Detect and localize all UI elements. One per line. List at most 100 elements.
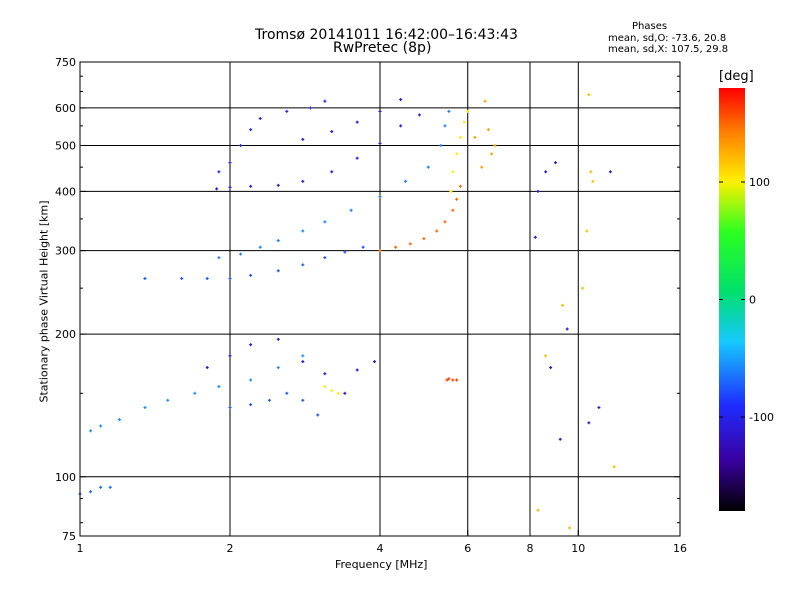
data-point bbox=[215, 187, 219, 191]
stats-o: mean, sd,O: -73.6, 20.8 bbox=[608, 33, 727, 44]
data-point bbox=[567, 526, 571, 530]
y-tick-label: 100 bbox=[55, 471, 76, 484]
data-point bbox=[267, 398, 271, 402]
data-point bbox=[466, 109, 470, 113]
data-point bbox=[258, 245, 262, 249]
data-point bbox=[349, 208, 353, 212]
data-point bbox=[330, 170, 334, 174]
data-point bbox=[301, 137, 305, 141]
data-point bbox=[458, 135, 462, 139]
data-point bbox=[493, 143, 497, 147]
data-point bbox=[486, 128, 490, 132]
data-point bbox=[473, 135, 477, 139]
data-point bbox=[426, 165, 430, 169]
grid-layer bbox=[80, 62, 680, 536]
data-point bbox=[330, 389, 334, 393]
chart-title: Tromsø 20141011 16:42:00–16:43:43 bbox=[255, 27, 518, 43]
data-point bbox=[108, 485, 112, 489]
data-point bbox=[228, 161, 232, 165]
data-point bbox=[447, 109, 451, 113]
data-point bbox=[228, 354, 232, 358]
data-point bbox=[228, 406, 232, 410]
data-point bbox=[343, 391, 347, 395]
data-point bbox=[422, 237, 426, 241]
colorbar-label: [deg] bbox=[719, 69, 754, 84]
data-point bbox=[581, 286, 585, 290]
data-point bbox=[323, 372, 327, 376]
data-point bbox=[585, 229, 589, 233]
data-point bbox=[239, 252, 243, 256]
colorbar-tick-label: 100 bbox=[749, 176, 770, 189]
data-point bbox=[378, 109, 382, 113]
y-tick-label: 500 bbox=[55, 139, 76, 152]
data-point bbox=[193, 391, 197, 395]
data-point bbox=[553, 161, 557, 165]
data-point bbox=[99, 424, 103, 428]
data-point bbox=[399, 124, 403, 128]
x-tick-label: 4 bbox=[377, 542, 384, 555]
data-point bbox=[455, 152, 459, 156]
data-point bbox=[316, 413, 320, 417]
data-point bbox=[443, 220, 447, 224]
data-point bbox=[301, 354, 305, 358]
colorbar-tick-label: -100 bbox=[749, 411, 774, 424]
x-axis-label: Frequency [MHz] bbox=[335, 558, 428, 571]
y-tick-label: 200 bbox=[55, 328, 76, 341]
data-point bbox=[408, 242, 412, 246]
y-tick-label: 400 bbox=[55, 185, 76, 198]
x-tick-label: 2 bbox=[227, 542, 234, 555]
data-point bbox=[445, 378, 449, 382]
data-point bbox=[355, 120, 359, 124]
data-point bbox=[89, 490, 93, 494]
axis-ticks: 1 2 4 6 8 10 16 75 100 200 300 400 500 600 750 bbox=[55, 56, 687, 555]
data-point bbox=[249, 343, 253, 347]
data-point bbox=[239, 143, 243, 147]
data-point bbox=[394, 245, 398, 249]
data-point bbox=[439, 143, 443, 147]
data-point bbox=[143, 277, 147, 281]
data-point bbox=[565, 327, 569, 331]
stats-x: mean, sd,X: 107.5, 29.8 bbox=[608, 44, 729, 55]
data-point bbox=[276, 183, 280, 187]
data-point bbox=[435, 229, 439, 233]
data-point bbox=[378, 141, 382, 145]
data-point bbox=[249, 273, 253, 277]
x-tick-label: 10 bbox=[571, 542, 585, 555]
y-tick-label: 600 bbox=[55, 102, 76, 115]
data-point bbox=[117, 418, 121, 422]
colorbar-tick-label: 0 bbox=[749, 294, 756, 307]
data-point bbox=[451, 378, 455, 382]
y-tick-label: 75 bbox=[62, 530, 76, 543]
data-point bbox=[308, 106, 312, 110]
data-point bbox=[323, 385, 327, 389]
data-point bbox=[166, 398, 170, 402]
data-point bbox=[597, 406, 601, 410]
data-point bbox=[451, 170, 455, 174]
data-point bbox=[343, 250, 347, 254]
chart-subtitle: RwPretec (8p) bbox=[333, 40, 432, 56]
data-point bbox=[89, 429, 93, 433]
data-point bbox=[285, 109, 289, 113]
data-point bbox=[228, 185, 232, 189]
data-point bbox=[276, 239, 280, 243]
data-point bbox=[458, 184, 462, 188]
data-point bbox=[323, 99, 327, 103]
data-point bbox=[399, 98, 403, 102]
data-point bbox=[249, 378, 253, 382]
data-point bbox=[249, 184, 253, 188]
x-tick-label: 16 bbox=[673, 542, 687, 555]
data-point bbox=[323, 256, 327, 260]
data-point bbox=[361, 245, 365, 249]
y-tick-label: 750 bbox=[55, 56, 76, 69]
data-point bbox=[180, 277, 184, 281]
data-point bbox=[205, 277, 209, 281]
data-point bbox=[205, 366, 209, 370]
data-point bbox=[378, 195, 382, 199]
data-point bbox=[355, 156, 359, 160]
data-point bbox=[451, 208, 455, 212]
data-point bbox=[276, 269, 280, 273]
data-point bbox=[591, 179, 595, 183]
data-point bbox=[589, 170, 593, 174]
data-point bbox=[301, 179, 305, 183]
